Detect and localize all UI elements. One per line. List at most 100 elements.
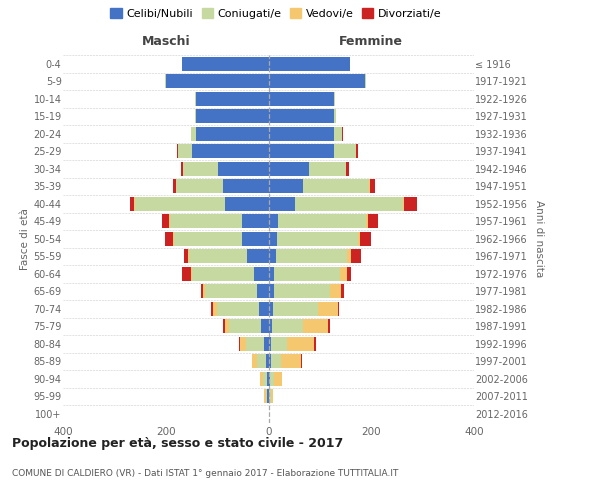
Bar [329, 284, 341, 298]
Bar [217, 302, 259, 316]
Legend: Celibi/Nubili, Coniugati/e, Vedovi/e, Divorziati/e: Celibi/Nubili, Coniugati/e, Vedovi/e, Di… [110, 8, 442, 19]
Y-axis label: Fasce di età: Fasce di età [20, 208, 31, 270]
Bar [341, 284, 344, 298]
Bar [229, 319, 262, 334]
Bar [166, 74, 269, 88]
Bar [269, 354, 271, 368]
Bar [404, 196, 418, 211]
Bar [266, 354, 269, 368]
Bar [247, 249, 269, 264]
Bar [369, 179, 370, 194]
Bar [212, 302, 217, 316]
Bar [173, 179, 176, 194]
Bar [274, 372, 283, 386]
Bar [170, 214, 242, 228]
Bar [218, 162, 269, 176]
Bar [366, 214, 368, 228]
Bar [265, 389, 266, 404]
Bar [176, 144, 178, 158]
Bar [211, 302, 212, 316]
Bar [191, 266, 193, 281]
Bar [271, 354, 281, 368]
Bar [269, 162, 308, 176]
Bar [260, 372, 263, 386]
Bar [165, 232, 173, 246]
Bar [287, 336, 314, 351]
Bar [203, 284, 205, 298]
Bar [240, 336, 246, 351]
Bar [196, 92, 269, 106]
Bar [269, 249, 276, 264]
Bar [269, 92, 334, 106]
Bar [277, 232, 358, 246]
Bar [271, 336, 287, 351]
Bar [191, 126, 196, 141]
Bar [370, 179, 375, 194]
Bar [269, 179, 304, 194]
Bar [268, 389, 269, 404]
Bar [134, 196, 135, 211]
Bar [254, 266, 269, 281]
Bar [334, 144, 356, 158]
Bar [194, 109, 196, 124]
Bar [269, 74, 365, 88]
Bar [269, 232, 277, 246]
Bar [173, 232, 174, 246]
Bar [301, 354, 302, 368]
Bar [183, 162, 218, 176]
Bar [403, 196, 404, 211]
Bar [269, 389, 271, 404]
Bar [269, 336, 271, 351]
Bar [347, 249, 350, 264]
Bar [368, 214, 378, 228]
Bar [269, 319, 272, 334]
Text: Femmine: Femmine [339, 35, 403, 48]
Bar [242, 232, 269, 246]
Bar [334, 92, 335, 106]
Bar [314, 336, 316, 351]
Bar [176, 179, 223, 194]
Bar [182, 266, 191, 281]
Bar [319, 302, 338, 316]
Bar [181, 162, 183, 176]
Bar [365, 74, 366, 88]
Bar [269, 196, 295, 211]
Bar [246, 336, 265, 351]
Bar [269, 144, 334, 158]
Bar [225, 196, 269, 211]
Bar [188, 249, 190, 264]
Bar [223, 179, 269, 194]
Bar [350, 249, 361, 264]
Bar [252, 354, 257, 368]
Bar [269, 266, 274, 281]
Bar [304, 179, 369, 194]
Bar [174, 232, 242, 246]
Bar [262, 319, 269, 334]
Bar [269, 56, 350, 71]
Bar [278, 214, 366, 228]
Bar [273, 302, 319, 316]
Bar [272, 319, 303, 334]
Bar [269, 126, 334, 141]
Bar [242, 214, 269, 228]
Bar [281, 354, 301, 368]
Bar [266, 389, 268, 404]
Bar [196, 109, 269, 124]
Bar [169, 214, 170, 228]
Bar [340, 266, 347, 281]
Bar [263, 372, 267, 386]
Bar [259, 302, 269, 316]
Bar [257, 354, 266, 368]
Bar [303, 319, 328, 334]
Text: COMUNE DI CALDIERO (VR) - Dati ISTAT 1° gennaio 2017 - Elaborazione TUTTITALIA.I: COMUNE DI CALDIERO (VR) - Dati ISTAT 1° … [12, 469, 398, 478]
Bar [225, 319, 229, 334]
Text: Popolazione per età, sesso e stato civile - 2017: Popolazione per età, sesso e stato civil… [12, 438, 343, 450]
Bar [269, 109, 334, 124]
Text: Maschi: Maschi [142, 35, 190, 48]
Bar [193, 144, 269, 158]
Bar [328, 319, 330, 334]
Bar [347, 266, 350, 281]
Bar [346, 162, 349, 176]
Bar [334, 109, 337, 124]
Bar [257, 284, 269, 298]
